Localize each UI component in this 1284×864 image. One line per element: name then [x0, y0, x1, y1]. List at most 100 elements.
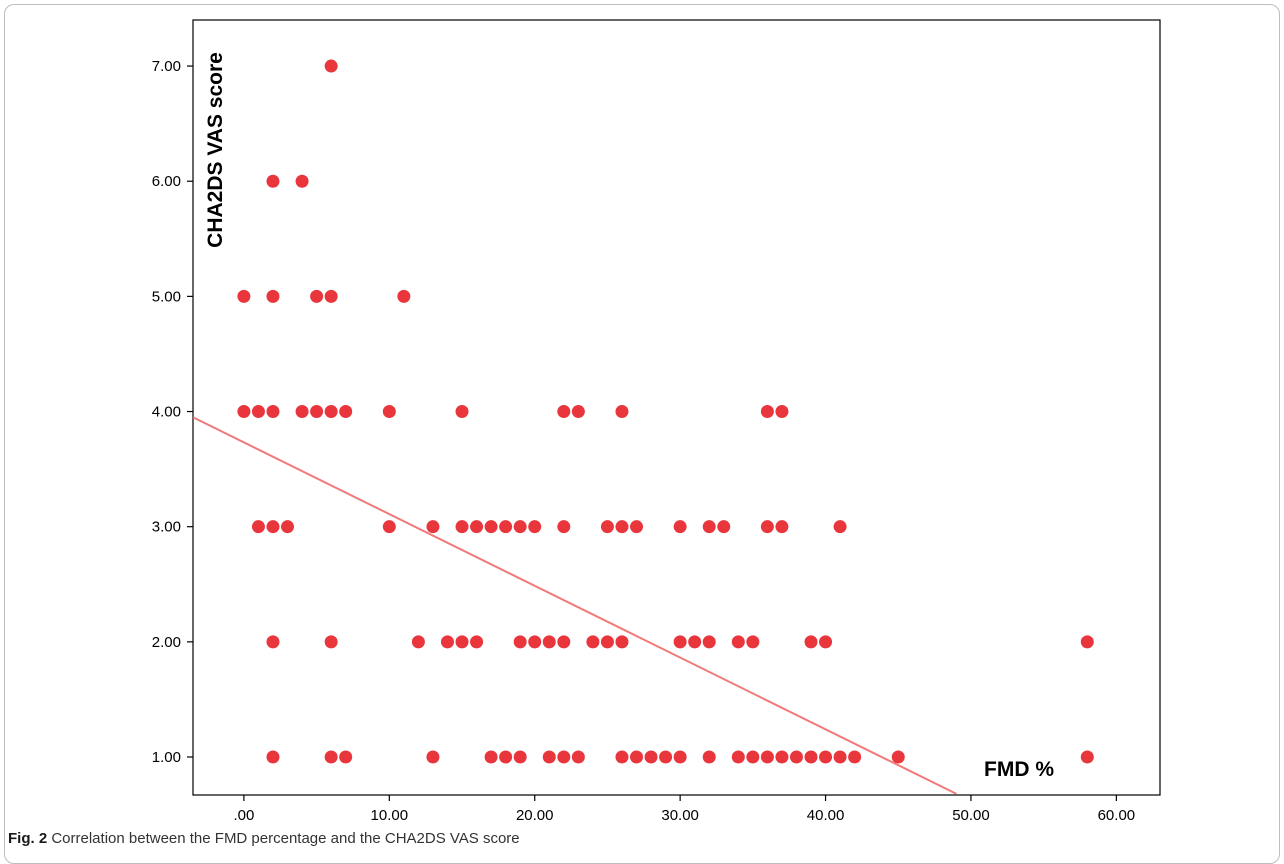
regression-line [193, 416, 957, 795]
y-tick-label: 5.00 [152, 288, 181, 305]
data-point [528, 635, 542, 649]
data-point [702, 750, 716, 764]
data-point [237, 405, 251, 419]
plot-area [192, 19, 1161, 796]
data-point [746, 750, 760, 764]
data-point [513, 635, 527, 649]
y-tick-label: 2.00 [152, 634, 181, 651]
axes: .00 10.00 20.00 30.00 40.00 50.00 60.00 1.00 2.0… [152, 58, 1135, 824]
data-point [382, 520, 396, 534]
data-point [615, 750, 629, 764]
y-tick-label: 4.00 [152, 404, 181, 421]
data-point [426, 750, 440, 764]
data-point [586, 635, 600, 649]
data-point [281, 520, 295, 534]
data-point [630, 520, 644, 534]
x-tick-label: 20.00 [516, 807, 554, 824]
x-tick-label: 60.00 [1098, 807, 1136, 824]
x-tick-label: 50.00 [952, 807, 990, 824]
data-point [557, 520, 571, 534]
data-point [833, 750, 847, 764]
x-axis-title: FMD % [984, 758, 1054, 781]
data-point [382, 405, 396, 419]
data-point [295, 405, 309, 419]
data-point [731, 750, 745, 764]
data-point [455, 635, 469, 649]
data-point [702, 635, 716, 649]
data-point [470, 520, 484, 534]
data-point [615, 635, 629, 649]
data-point [411, 635, 425, 649]
data-point [440, 635, 454, 649]
data-point [528, 520, 542, 534]
y-tick-label: 7.00 [152, 58, 181, 75]
data-point [513, 750, 527, 764]
data-point [542, 750, 556, 764]
data-point [819, 635, 833, 649]
x-tick-label: .00 [233, 807, 254, 824]
x-tick-label: 30.00 [661, 807, 699, 824]
data-point [731, 635, 745, 649]
data-point [557, 405, 571, 419]
data-point [397, 289, 411, 303]
data-point [426, 520, 440, 534]
y-axis-title: CHA2DS VAS score [204, 52, 227, 248]
data-point [804, 635, 818, 649]
data-point [760, 405, 774, 419]
data-point [557, 750, 571, 764]
x-tick-label: 40.00 [807, 807, 845, 824]
data-point [600, 635, 614, 649]
data-point [615, 520, 629, 534]
data-point [571, 750, 585, 764]
data-point [819, 750, 833, 764]
data-point [673, 635, 687, 649]
y-tick-label: 1.00 [152, 749, 181, 766]
data-points [237, 59, 1094, 764]
data-point [775, 405, 789, 419]
data-point [266, 750, 280, 764]
scatter-chart: .00 10.00 20.00 30.00 40.00 50.00 60.00 1.00 2.0… [152, 19, 1161, 824]
data-point [760, 520, 774, 534]
figure-caption-text: Correlation between the FMD percentage a… [51, 830, 520, 847]
data-point [542, 635, 556, 649]
data-point [499, 750, 513, 764]
data-point [833, 520, 847, 534]
data-point [251, 405, 265, 419]
data-point [717, 520, 731, 534]
data-point [513, 520, 527, 534]
data-point [760, 750, 774, 764]
data-point [644, 750, 658, 764]
data-point [339, 405, 353, 419]
data-point [571, 405, 585, 419]
data-point [266, 289, 280, 303]
data-point [251, 520, 265, 534]
data-point [891, 750, 905, 764]
figure-caption: Fig. 2 Correlation between the FMD perce… [8, 830, 520, 847]
data-point [673, 520, 687, 534]
y-tick-label: 3.00 [152, 519, 181, 536]
data-point [266, 635, 280, 649]
regression-line-group [193, 416, 957, 795]
data-point [688, 635, 702, 649]
data-point [470, 635, 484, 649]
data-point [1080, 635, 1094, 649]
data-point [789, 750, 803, 764]
data-point [630, 750, 644, 764]
data-point [339, 750, 353, 764]
data-point [324, 405, 338, 419]
data-point [659, 750, 673, 764]
data-point [499, 520, 513, 534]
data-point [324, 289, 338, 303]
data-point [455, 405, 469, 419]
data-point [324, 635, 338, 649]
plot-frame [192, 19, 1161, 796]
data-point [615, 405, 629, 419]
y-tick-label: 6.00 [152, 173, 181, 190]
data-point [310, 289, 324, 303]
data-point [295, 174, 309, 188]
data-point [600, 520, 614, 534]
data-point [848, 750, 862, 764]
data-point [310, 405, 324, 419]
data-point [237, 289, 251, 303]
data-point [324, 59, 338, 73]
